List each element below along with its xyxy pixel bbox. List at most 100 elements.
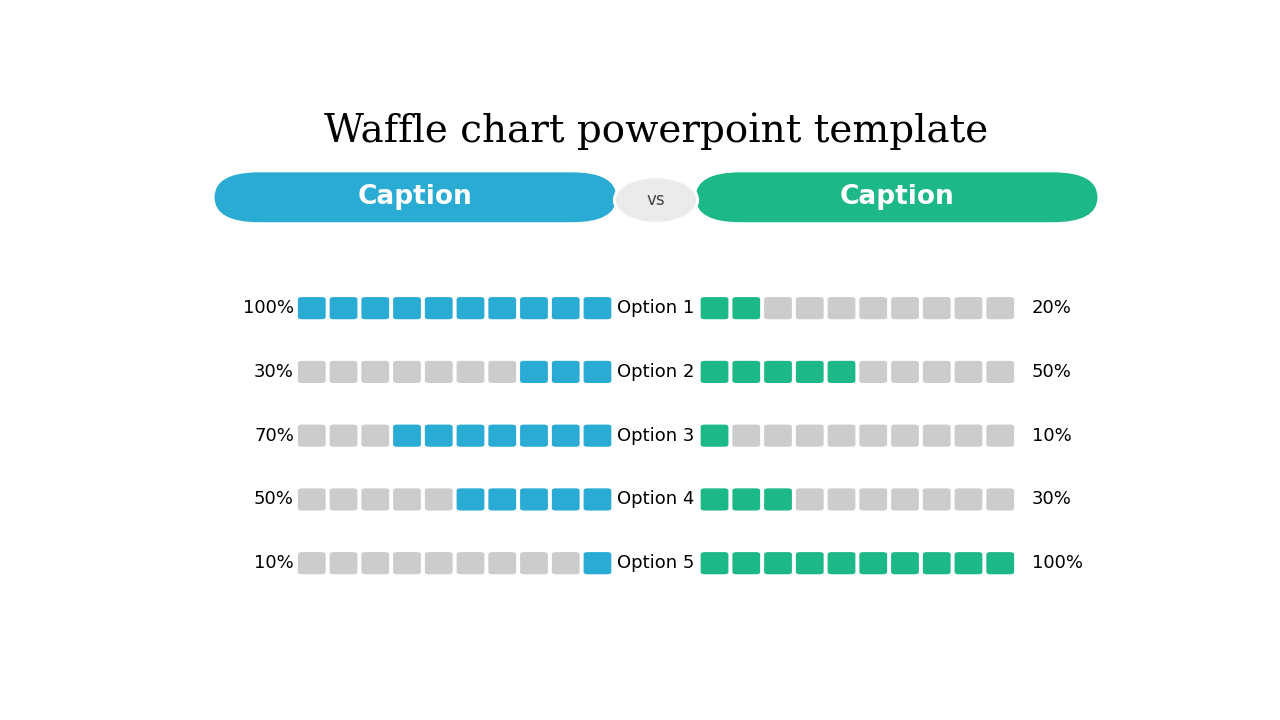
FancyBboxPatch shape bbox=[330, 552, 357, 575]
FancyBboxPatch shape bbox=[393, 552, 421, 575]
FancyBboxPatch shape bbox=[584, 361, 612, 383]
FancyBboxPatch shape bbox=[298, 552, 325, 575]
FancyBboxPatch shape bbox=[796, 361, 823, 383]
FancyBboxPatch shape bbox=[987, 488, 1014, 510]
FancyBboxPatch shape bbox=[700, 425, 728, 446]
Text: Option 1: Option 1 bbox=[617, 300, 695, 317]
FancyBboxPatch shape bbox=[489, 425, 516, 446]
Text: Caption: Caption bbox=[840, 184, 954, 210]
FancyBboxPatch shape bbox=[764, 552, 792, 575]
FancyBboxPatch shape bbox=[764, 361, 792, 383]
FancyBboxPatch shape bbox=[700, 361, 728, 383]
FancyBboxPatch shape bbox=[361, 361, 389, 383]
FancyBboxPatch shape bbox=[552, 552, 580, 575]
FancyBboxPatch shape bbox=[732, 297, 760, 319]
FancyBboxPatch shape bbox=[584, 297, 612, 319]
FancyBboxPatch shape bbox=[393, 488, 421, 510]
Text: 70%: 70% bbox=[253, 427, 294, 445]
FancyBboxPatch shape bbox=[828, 425, 855, 446]
FancyBboxPatch shape bbox=[859, 425, 887, 446]
FancyBboxPatch shape bbox=[923, 361, 951, 383]
FancyBboxPatch shape bbox=[520, 297, 548, 319]
FancyBboxPatch shape bbox=[796, 552, 823, 575]
FancyBboxPatch shape bbox=[732, 361, 760, 383]
FancyBboxPatch shape bbox=[987, 297, 1014, 319]
FancyBboxPatch shape bbox=[700, 297, 728, 319]
FancyBboxPatch shape bbox=[828, 361, 855, 383]
FancyBboxPatch shape bbox=[891, 425, 919, 446]
FancyBboxPatch shape bbox=[298, 425, 325, 446]
FancyBboxPatch shape bbox=[425, 552, 453, 575]
FancyBboxPatch shape bbox=[330, 425, 357, 446]
FancyBboxPatch shape bbox=[955, 425, 982, 446]
FancyBboxPatch shape bbox=[425, 425, 453, 446]
FancyBboxPatch shape bbox=[923, 488, 951, 510]
FancyBboxPatch shape bbox=[457, 297, 484, 319]
FancyBboxPatch shape bbox=[796, 425, 823, 446]
Text: Option 4: Option 4 bbox=[617, 490, 695, 508]
FancyBboxPatch shape bbox=[891, 488, 919, 510]
Text: Option 3: Option 3 bbox=[617, 427, 695, 445]
Text: vs: vs bbox=[646, 191, 666, 209]
Text: 30%: 30% bbox=[1032, 490, 1071, 508]
FancyBboxPatch shape bbox=[425, 488, 453, 510]
FancyBboxPatch shape bbox=[489, 488, 516, 510]
FancyBboxPatch shape bbox=[520, 361, 548, 383]
FancyBboxPatch shape bbox=[764, 488, 792, 510]
FancyBboxPatch shape bbox=[457, 361, 484, 383]
Text: 100%: 100% bbox=[1032, 554, 1083, 572]
Text: 30%: 30% bbox=[253, 363, 294, 381]
FancyBboxPatch shape bbox=[552, 297, 580, 319]
FancyBboxPatch shape bbox=[859, 488, 887, 510]
FancyBboxPatch shape bbox=[764, 425, 792, 446]
FancyBboxPatch shape bbox=[732, 488, 760, 510]
Circle shape bbox=[614, 177, 698, 223]
FancyBboxPatch shape bbox=[425, 361, 453, 383]
FancyBboxPatch shape bbox=[330, 297, 357, 319]
FancyBboxPatch shape bbox=[923, 297, 951, 319]
FancyBboxPatch shape bbox=[425, 297, 453, 319]
Text: Waffle chart powerpoint template: Waffle chart powerpoint template bbox=[324, 112, 988, 150]
Text: Caption: Caption bbox=[358, 184, 472, 210]
FancyBboxPatch shape bbox=[457, 488, 484, 510]
FancyBboxPatch shape bbox=[584, 488, 612, 510]
FancyBboxPatch shape bbox=[489, 361, 516, 383]
FancyBboxPatch shape bbox=[923, 552, 951, 575]
FancyBboxPatch shape bbox=[859, 297, 887, 319]
FancyBboxPatch shape bbox=[520, 425, 548, 446]
FancyBboxPatch shape bbox=[732, 425, 760, 446]
FancyBboxPatch shape bbox=[361, 552, 389, 575]
Text: Option 5: Option 5 bbox=[617, 554, 695, 572]
Text: 100%: 100% bbox=[243, 300, 294, 317]
FancyBboxPatch shape bbox=[457, 552, 484, 575]
FancyBboxPatch shape bbox=[987, 361, 1014, 383]
FancyBboxPatch shape bbox=[891, 552, 919, 575]
FancyBboxPatch shape bbox=[330, 488, 357, 510]
FancyBboxPatch shape bbox=[298, 297, 325, 319]
FancyBboxPatch shape bbox=[552, 488, 580, 510]
FancyBboxPatch shape bbox=[393, 361, 421, 383]
FancyBboxPatch shape bbox=[955, 361, 982, 383]
FancyBboxPatch shape bbox=[552, 361, 580, 383]
FancyBboxPatch shape bbox=[489, 297, 516, 319]
FancyBboxPatch shape bbox=[732, 552, 760, 575]
FancyBboxPatch shape bbox=[987, 425, 1014, 446]
FancyBboxPatch shape bbox=[298, 361, 325, 383]
FancyBboxPatch shape bbox=[859, 552, 887, 575]
FancyBboxPatch shape bbox=[393, 297, 421, 319]
FancyBboxPatch shape bbox=[700, 488, 728, 510]
FancyBboxPatch shape bbox=[764, 297, 792, 319]
FancyBboxPatch shape bbox=[987, 552, 1014, 575]
FancyBboxPatch shape bbox=[955, 297, 982, 319]
FancyBboxPatch shape bbox=[361, 297, 389, 319]
FancyBboxPatch shape bbox=[796, 297, 823, 319]
FancyBboxPatch shape bbox=[298, 488, 325, 510]
FancyBboxPatch shape bbox=[457, 425, 484, 446]
FancyBboxPatch shape bbox=[955, 488, 982, 510]
FancyBboxPatch shape bbox=[828, 488, 855, 510]
Text: 10%: 10% bbox=[1032, 427, 1071, 445]
FancyBboxPatch shape bbox=[700, 552, 728, 575]
FancyBboxPatch shape bbox=[796, 488, 823, 510]
FancyBboxPatch shape bbox=[520, 488, 548, 510]
Text: 50%: 50% bbox=[1032, 363, 1071, 381]
